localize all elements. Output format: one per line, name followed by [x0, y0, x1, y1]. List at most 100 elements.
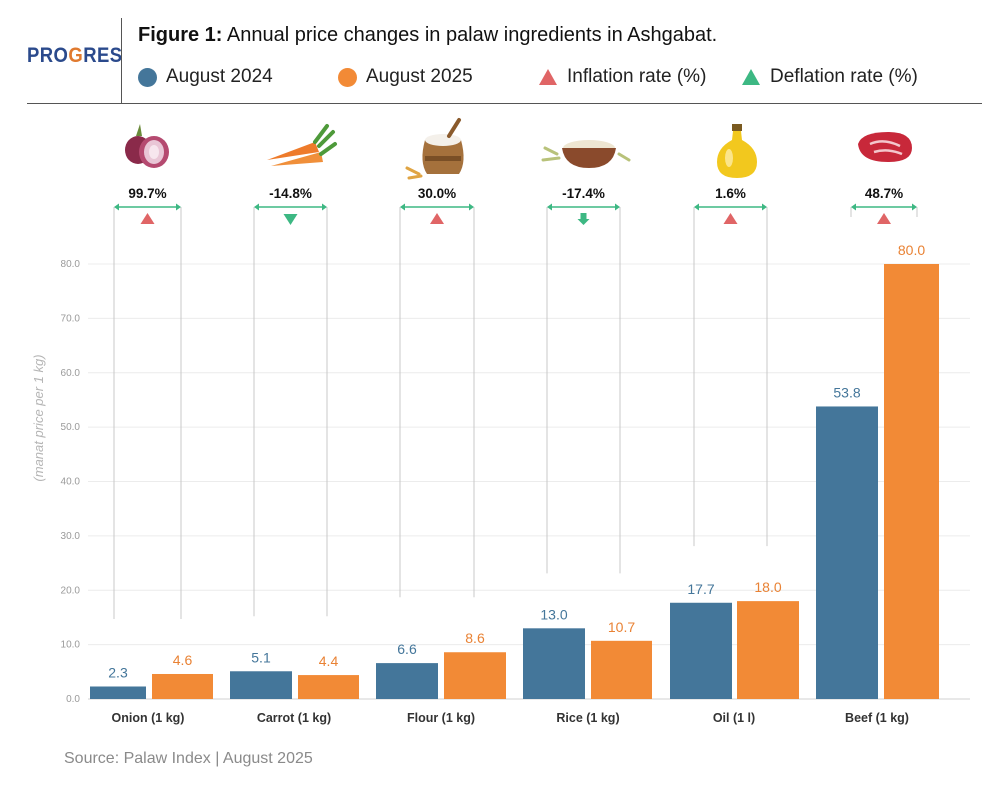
y-axis-label: (manat price per 1 kg) [31, 354, 46, 481]
chart-title: Figure 1: Annual price changes in palaw … [138, 24, 717, 47]
legend-label: August 2024 [166, 66, 273, 87]
change-label: 99.7% [128, 186, 166, 201]
category-label: Onion (1 kg) [112, 711, 185, 725]
value-label-august-2025: 4.4 [319, 653, 339, 669]
beef-icon [858, 132, 912, 162]
y-tick-label: 10.0 [61, 640, 81, 651]
legend-label: August 2025 [366, 66, 473, 87]
oil-bottle-icon [717, 124, 757, 178]
figure-title-text: Annual price changes in palaw ingredient… [222, 24, 718, 46]
onion-core [149, 145, 159, 159]
value-label-august-2024: 2.3 [108, 664, 128, 680]
category-label: Beef (1 kg) [845, 711, 909, 725]
bar-august-2025 [737, 601, 799, 699]
y-tick-label: 40.0 [61, 477, 81, 488]
y-tick-label: 60.0 [61, 368, 81, 379]
bottle-shine [725, 149, 733, 167]
inflation-marker [140, 213, 155, 224]
logo-text-start: PRO [27, 44, 69, 67]
inflation-marker [723, 213, 738, 224]
legend-item-deflation: Deflation rate (%) [741, 66, 918, 88]
category-label: Flour (1 kg) [407, 711, 475, 725]
value-label-august-2025: 80.0 [898, 242, 925, 258]
bar-august-2025 [444, 652, 506, 699]
carrot-icon [267, 124, 337, 166]
value-label-august-2024: 5.1 [251, 649, 271, 665]
carrot-body-1 [267, 142, 319, 160]
legend-dot-august-2025 [338, 67, 357, 87]
source-note: Source: Palaw Index | August 2025 [64, 750, 313, 767]
inflation-marker [430, 213, 444, 224]
value-label-august-2025: 8.6 [465, 630, 485, 646]
bracket-arrow-right [615, 203, 620, 211]
bracket-arrow-right [912, 203, 917, 211]
bar-august-2025 [591, 640, 652, 699]
bracket-arrow-left [254, 203, 259, 211]
bar-chart: 0.0 10.0 20.0 30.0 40.0 50.0 60.0 70.0 80.0 (mana… [31, 118, 970, 725]
bracket-arrow-left [851, 203, 856, 211]
change-label: 30.0% [418, 186, 456, 201]
bar-august-2024 [523, 628, 585, 699]
logo-text-accent: G [68, 44, 84, 67]
wheat-stalks [405, 166, 423, 180]
category-label: Carrot (1 kg) [257, 711, 331, 725]
bracket-arrow-left [114, 203, 119, 211]
bar-august-2024 [670, 602, 732, 699]
header-horizontal-divider [27, 103, 982, 104]
deflation-triangle-icon [742, 69, 760, 85]
bar-august-2024 [816, 406, 878, 699]
onion-icon [125, 124, 169, 168]
category-label: Rice (1 kg) [556, 711, 619, 725]
rice-bowl-icon [541, 140, 631, 168]
header-vertical-divider [121, 18, 122, 104]
bracket-arrow-right [762, 203, 767, 211]
bracket-arrow-right [322, 203, 327, 211]
flour-scoop [447, 118, 461, 138]
value-label-august-2024: 53.8 [833, 384, 860, 400]
progres-logo: PROGRES [27, 44, 123, 68]
bar-august-2025 [298, 675, 359, 699]
bar-august-2025 [884, 264, 939, 699]
inflation-marker [877, 213, 891, 224]
legend-item-inflation: Inflation rate (%) [538, 66, 706, 88]
rice-stalks [541, 146, 631, 162]
change-label: -17.4% [562, 186, 605, 201]
y-tick-label: 80.0 [61, 259, 81, 270]
y-tick-label: 20.0 [61, 585, 81, 596]
bar-august-2024 [230, 671, 292, 699]
carrot-leaves [313, 124, 337, 156]
category-label: Oil (1 l) [713, 711, 755, 725]
value-label-august-2025: 10.7 [608, 619, 635, 635]
sack-band [425, 156, 461, 161]
value-label-august-2025: 4.6 [173, 652, 193, 668]
y-tick-label: 50.0 [61, 422, 81, 433]
value-label-august-2024: 13.0 [540, 606, 567, 622]
change-label: 48.7% [865, 186, 903, 201]
legend-item-august-2025: August 2025 [338, 66, 473, 88]
bar-august-2025 [152, 673, 213, 699]
bottle-body [717, 131, 757, 178]
y-tick-label: 70.0 [61, 313, 81, 324]
bottle-cap [732, 124, 742, 131]
bracket-arrow-right [469, 203, 474, 211]
bowl [562, 148, 616, 168]
carrot-body-2 [271, 152, 323, 166]
change-label: -14.8% [269, 186, 312, 201]
chart-header: PROGRES Figure 1: Annual price changes i… [0, 0, 1000, 104]
legend-label: Inflation rate (%) [567, 66, 707, 87]
deflation-marker [577, 213, 590, 225]
y-tick-label: 30.0 [61, 531, 81, 542]
value-label-august-2025: 18.0 [754, 579, 781, 595]
change-label: 1.6% [715, 186, 746, 201]
value-label-august-2024: 17.7 [687, 581, 714, 597]
legend-label: Deflation rate (%) [770, 66, 918, 87]
figure-number: Figure 1: [138, 24, 223, 46]
y-tick-label: 0.0 [66, 694, 80, 705]
sack-flour [425, 134, 461, 146]
bar-august-2024 [376, 663, 438, 699]
deflation-marker [283, 214, 298, 225]
beef-body [858, 132, 912, 162]
bracket-arrow-right [176, 203, 181, 211]
onion-stem [136, 124, 142, 136]
bar-august-2024 [90, 686, 146, 699]
